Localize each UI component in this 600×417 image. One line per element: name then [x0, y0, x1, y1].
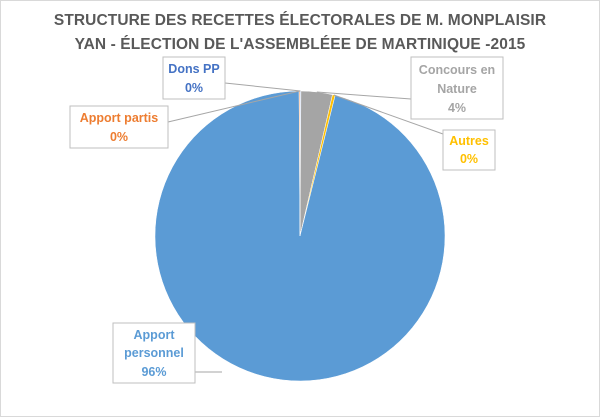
leader-lines — [167, 82, 444, 373]
leader-line-autres — [333, 94, 444, 135]
slice-label-apport-partis: Apport partis — [80, 111, 159, 125]
chart-title-line-2: YAN - ÉLECTION DE L'ASSEMBLÉEE DE MARTIN… — [74, 36, 526, 53]
leader-line-concours-en-nature — [316, 91, 412, 100]
slice-pct-apport-partis: 0% — [110, 130, 128, 144]
slice-label-dons-pp: Dons PP — [168, 62, 219, 76]
data-label-autres: Autres 0% — [442, 129, 496, 171]
pie-slices — [154, 90, 446, 382]
chart-title-line-1: STRUCTURE DES RECETTES ÉLECTORALES DE M.… — [53, 12, 547, 29]
leader-line-dons-pp — [224, 82, 301, 92]
slice-pct-concours-en-nature: 4% — [448, 101, 466, 115]
leader-line-apport-partis — [167, 90, 300, 123]
slice-pct-autres: 0% — [460, 152, 478, 166]
slice-pct-apport-personnel: 96% — [141, 365, 166, 379]
chart-title: STRUCTURE DES RECETTES ÉLECTORALES DE M.… — [0, 9, 600, 57]
slice-pct-dons-pp: 0% — [185, 81, 203, 95]
data-label-apport-partis: Apport partis 0% — [69, 105, 169, 149]
slice-label-concours-line-1: Concours en — [419, 63, 495, 77]
data-label-dons-pp: Dons PP 0% — [162, 56, 226, 100]
data-label-concours-en-nature: Concours en Nature 4% — [410, 56, 504, 120]
data-label-apport-personnel: Apport personnel 96% — [112, 322, 196, 384]
slice-label-autres: Autres — [449, 134, 489, 148]
slice-label-apport-personnel-line-1: Apport — [134, 328, 176, 342]
slice-label-apport-personnel-line-2: personnel — [124, 346, 184, 360]
slice-label-concours-line-2: Nature — [437, 82, 477, 96]
